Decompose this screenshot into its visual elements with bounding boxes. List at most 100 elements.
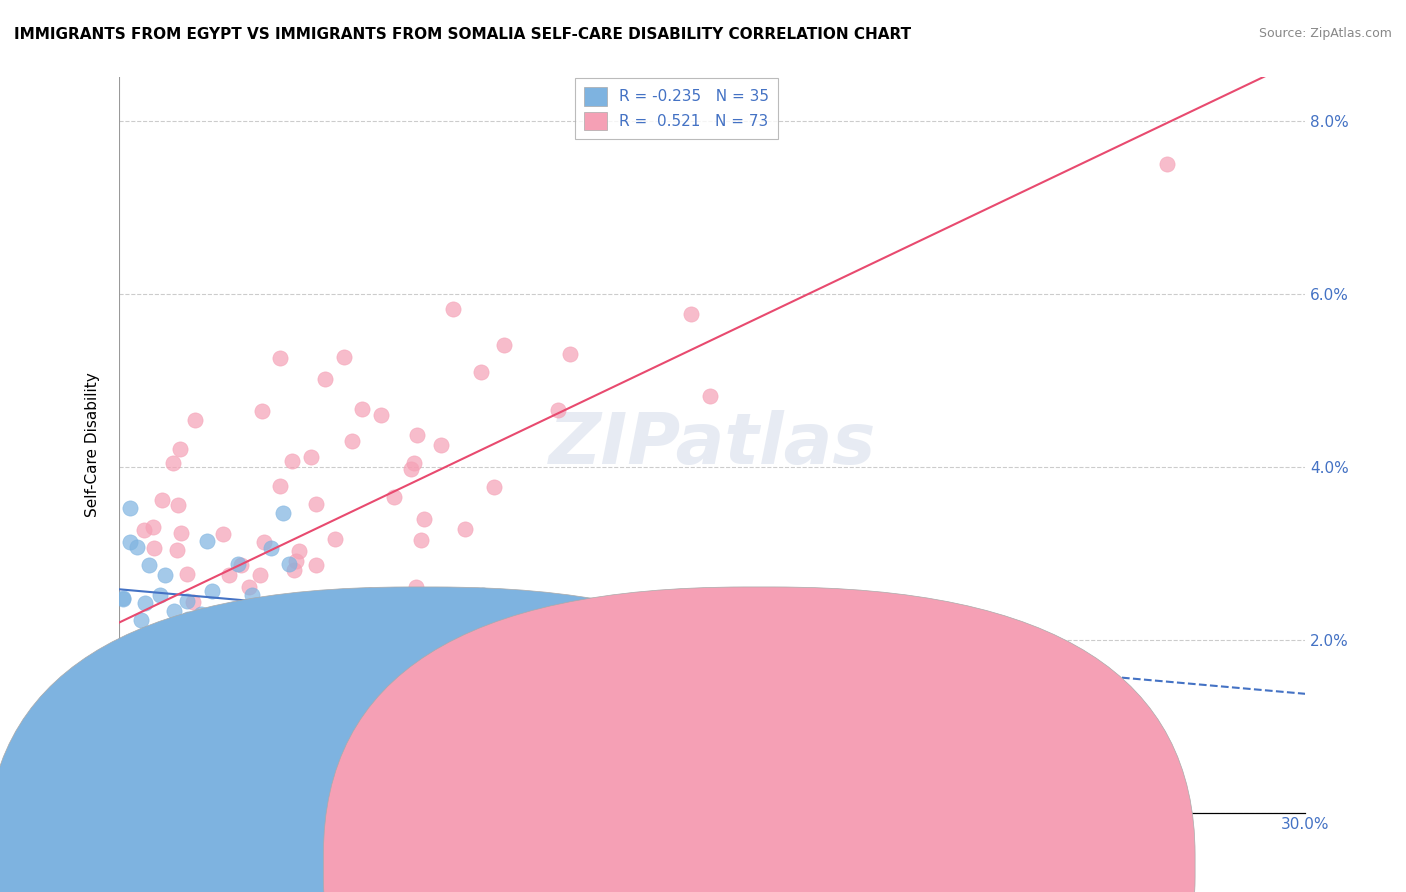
Point [190,607,212,621]
Point [409,533,432,547]
Point [184,413,207,427]
Point [392,591,415,605]
Point [118,534,141,549]
Point [256,656,278,670]
Point [443,302,465,317]
Point [193,638,215,652]
Point [412,511,434,525]
Point [283,625,305,640]
Point [245,710,267,724]
Point [149,588,172,602]
Point [115,713,138,727]
Point [280,454,302,468]
Point [231,660,253,674]
Point [316,595,339,609]
Point [252,534,274,549]
Point [170,526,193,541]
Point [352,402,374,417]
Point [187,632,209,647]
Point [217,618,239,632]
Point [142,541,165,556]
Point [111,591,134,606]
Point [127,540,149,554]
Point [453,523,475,537]
Point [398,657,420,671]
Point [115,644,138,658]
Point [153,568,176,582]
Point [132,524,155,538]
Point [302,658,325,673]
Point [221,634,243,648]
Point [277,557,299,571]
Point [679,307,702,321]
Point [249,568,271,582]
Point [471,588,494,602]
Text: Immigrants from Egypt: Immigrants from Egypt [446,863,623,877]
Point [176,593,198,607]
Point [430,438,453,452]
Point [314,371,336,385]
Point [229,558,252,572]
Point [404,588,426,602]
Point [226,557,249,571]
Point [470,364,492,378]
Point [162,456,184,470]
Point [181,595,204,609]
Point [129,613,152,627]
Text: ZIPatlas: ZIPatlas [548,410,876,480]
Point [212,527,235,541]
Point [201,584,224,599]
Point [340,434,363,448]
Point [302,644,325,658]
Point [195,534,218,549]
Point [150,493,173,508]
Point [305,558,328,573]
Point [111,591,134,606]
Point [169,442,191,456]
Point [285,554,308,568]
Point [115,731,138,745]
Point [166,543,188,558]
Point [207,613,229,627]
Point [142,520,165,534]
Point [202,613,225,627]
Point [271,677,294,691]
Point [494,338,516,352]
Point [163,603,186,617]
Point [558,347,581,361]
Point [406,428,429,442]
Point [240,588,263,602]
Point [177,612,200,626]
Point [283,563,305,577]
Point [125,723,148,737]
Text: Source: ZipAtlas.com: Source: ZipAtlas.com [1258,27,1392,40]
Point [288,544,311,558]
Point [245,607,267,621]
Point [245,616,267,631]
Point [120,501,142,516]
Point [359,588,381,602]
Point [238,580,260,594]
Point [193,633,215,648]
Point [382,490,405,504]
Point [370,408,392,422]
Point [146,698,169,713]
Point [202,762,225,776]
Point [232,666,254,681]
Point [134,596,156,610]
Point [333,350,356,364]
Point [484,480,506,494]
Point [176,567,198,582]
Point [222,634,245,648]
Point [547,403,569,417]
Point [323,532,346,546]
Point [699,389,721,403]
Point [271,506,294,520]
Point [269,351,291,366]
Point [121,674,143,689]
Point [170,622,193,636]
Point [1156,157,1178,171]
Point [269,479,291,493]
Point [404,456,426,470]
Point [167,498,190,512]
